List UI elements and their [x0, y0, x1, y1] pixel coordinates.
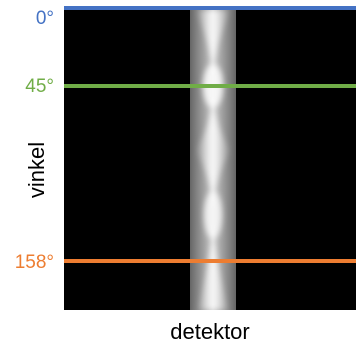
angle-label: 0° — [36, 8, 54, 29]
x-axis-label: detektor — [170, 319, 250, 344]
y-axis-label: vinkel — [24, 142, 49, 198]
sinogram-figure: 0° 45° 158° vinkel detektor — [0, 0, 356, 345]
bright-spot — [204, 191, 222, 239]
angle-label: 158° — [15, 252, 54, 273]
angle-label: 45° — [25, 76, 54, 97]
